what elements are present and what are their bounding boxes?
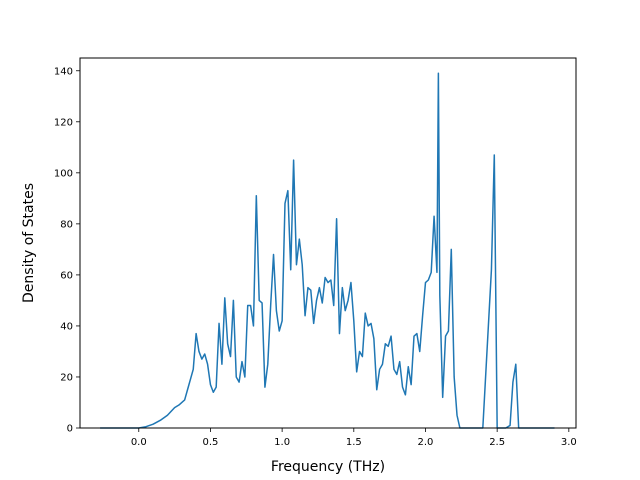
plot-frame xyxy=(79,57,577,429)
y-tick-label: 80 xyxy=(60,219,73,230)
y-axis-label: Density of States xyxy=(21,183,37,303)
x-axis-label: Frequency (THz) xyxy=(271,459,385,475)
y-axis-ticks: 0 20 40 60 80 100 120 140 xyxy=(54,66,80,435)
x-tick-label: 1.5 xyxy=(346,437,362,448)
y-tick-label: 40 xyxy=(60,321,73,332)
series-layer xyxy=(100,72,555,429)
x-tick-label: 2.0 xyxy=(418,437,434,448)
dos-series-line-0 xyxy=(100,72,555,429)
y-tick-label: 20 xyxy=(60,372,73,383)
x-tick-label: 3.0 xyxy=(561,437,577,448)
y-tick-label: 60 xyxy=(60,270,73,281)
y-tick-label: 140 xyxy=(54,66,73,77)
x-tick-label: 2.5 xyxy=(489,437,505,448)
x-axis-ticks: 0.0 0.5 1.0 1.5 2.0 2.5 3.0 xyxy=(131,428,577,448)
x-tick-label: 0.0 xyxy=(131,437,147,448)
y-tick-label: 120 xyxy=(54,117,73,128)
x-tick-label: 0.5 xyxy=(202,437,218,448)
y-tick-label: 100 xyxy=(54,168,73,179)
plot-background xyxy=(80,58,576,428)
x-tick-label: 1.0 xyxy=(274,437,290,448)
y-tick-label: 0 xyxy=(67,424,73,435)
